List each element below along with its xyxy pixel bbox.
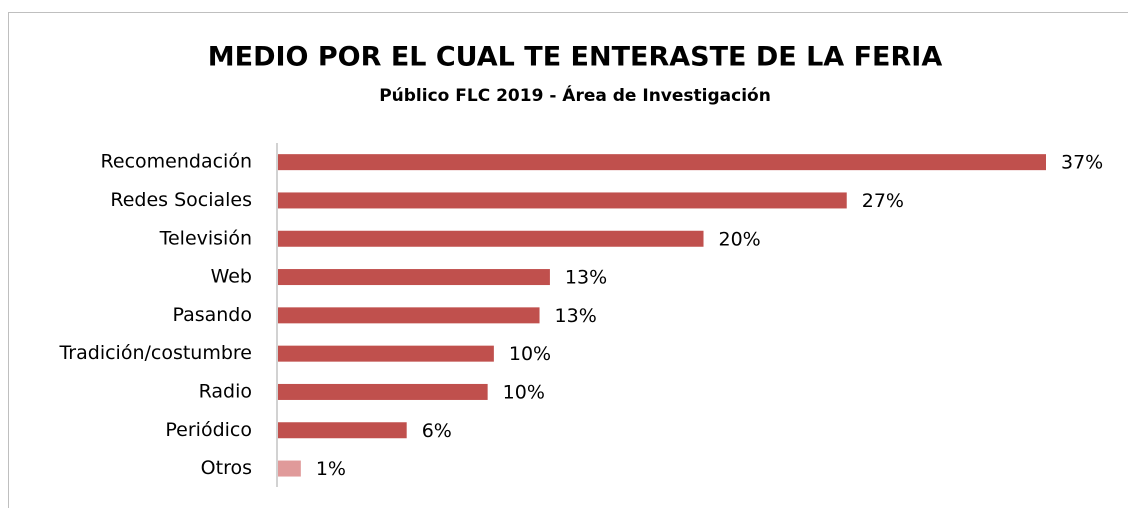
category-label: Web <box>211 266 252 288</box>
bar <box>278 422 407 439</box>
bar <box>278 460 301 477</box>
category-label: Redes Sociales <box>110 189 252 211</box>
category-label: Tradición/costumbre <box>58 342 252 364</box>
bar <box>278 383 488 400</box>
chart-border <box>8 12 1128 508</box>
value-label: 10% <box>503 381 545 403</box>
category-label: Periódico <box>165 419 252 441</box>
value-label: 13% <box>565 267 607 289</box>
value-label: 6% <box>422 420 452 442</box>
bar <box>278 230 704 247</box>
category-label: Radio <box>199 380 252 402</box>
value-label: 13% <box>555 305 597 327</box>
value-label: 20% <box>719 228 761 250</box>
bar <box>278 269 550 286</box>
bar <box>278 345 494 362</box>
category-label: Televisión <box>159 227 252 249</box>
bar <box>278 192 847 209</box>
bar <box>278 307 540 324</box>
category-label: Pasando <box>172 304 252 326</box>
value-label: 10% <box>509 343 551 365</box>
chart-subtitle: Público FLC 2019 - Área de Investigación <box>379 84 771 106</box>
value-label: 27% <box>862 190 904 212</box>
category-label: Recomendación <box>101 151 252 173</box>
category-label: Otros <box>201 457 252 479</box>
bar <box>278 154 1046 171</box>
value-label: 37% <box>1061 152 1103 174</box>
value-label: 1% <box>316 458 346 480</box>
chart-title: MEDIO POR EL CUAL TE ENTERASTE DE LA FER… <box>208 42 943 73</box>
